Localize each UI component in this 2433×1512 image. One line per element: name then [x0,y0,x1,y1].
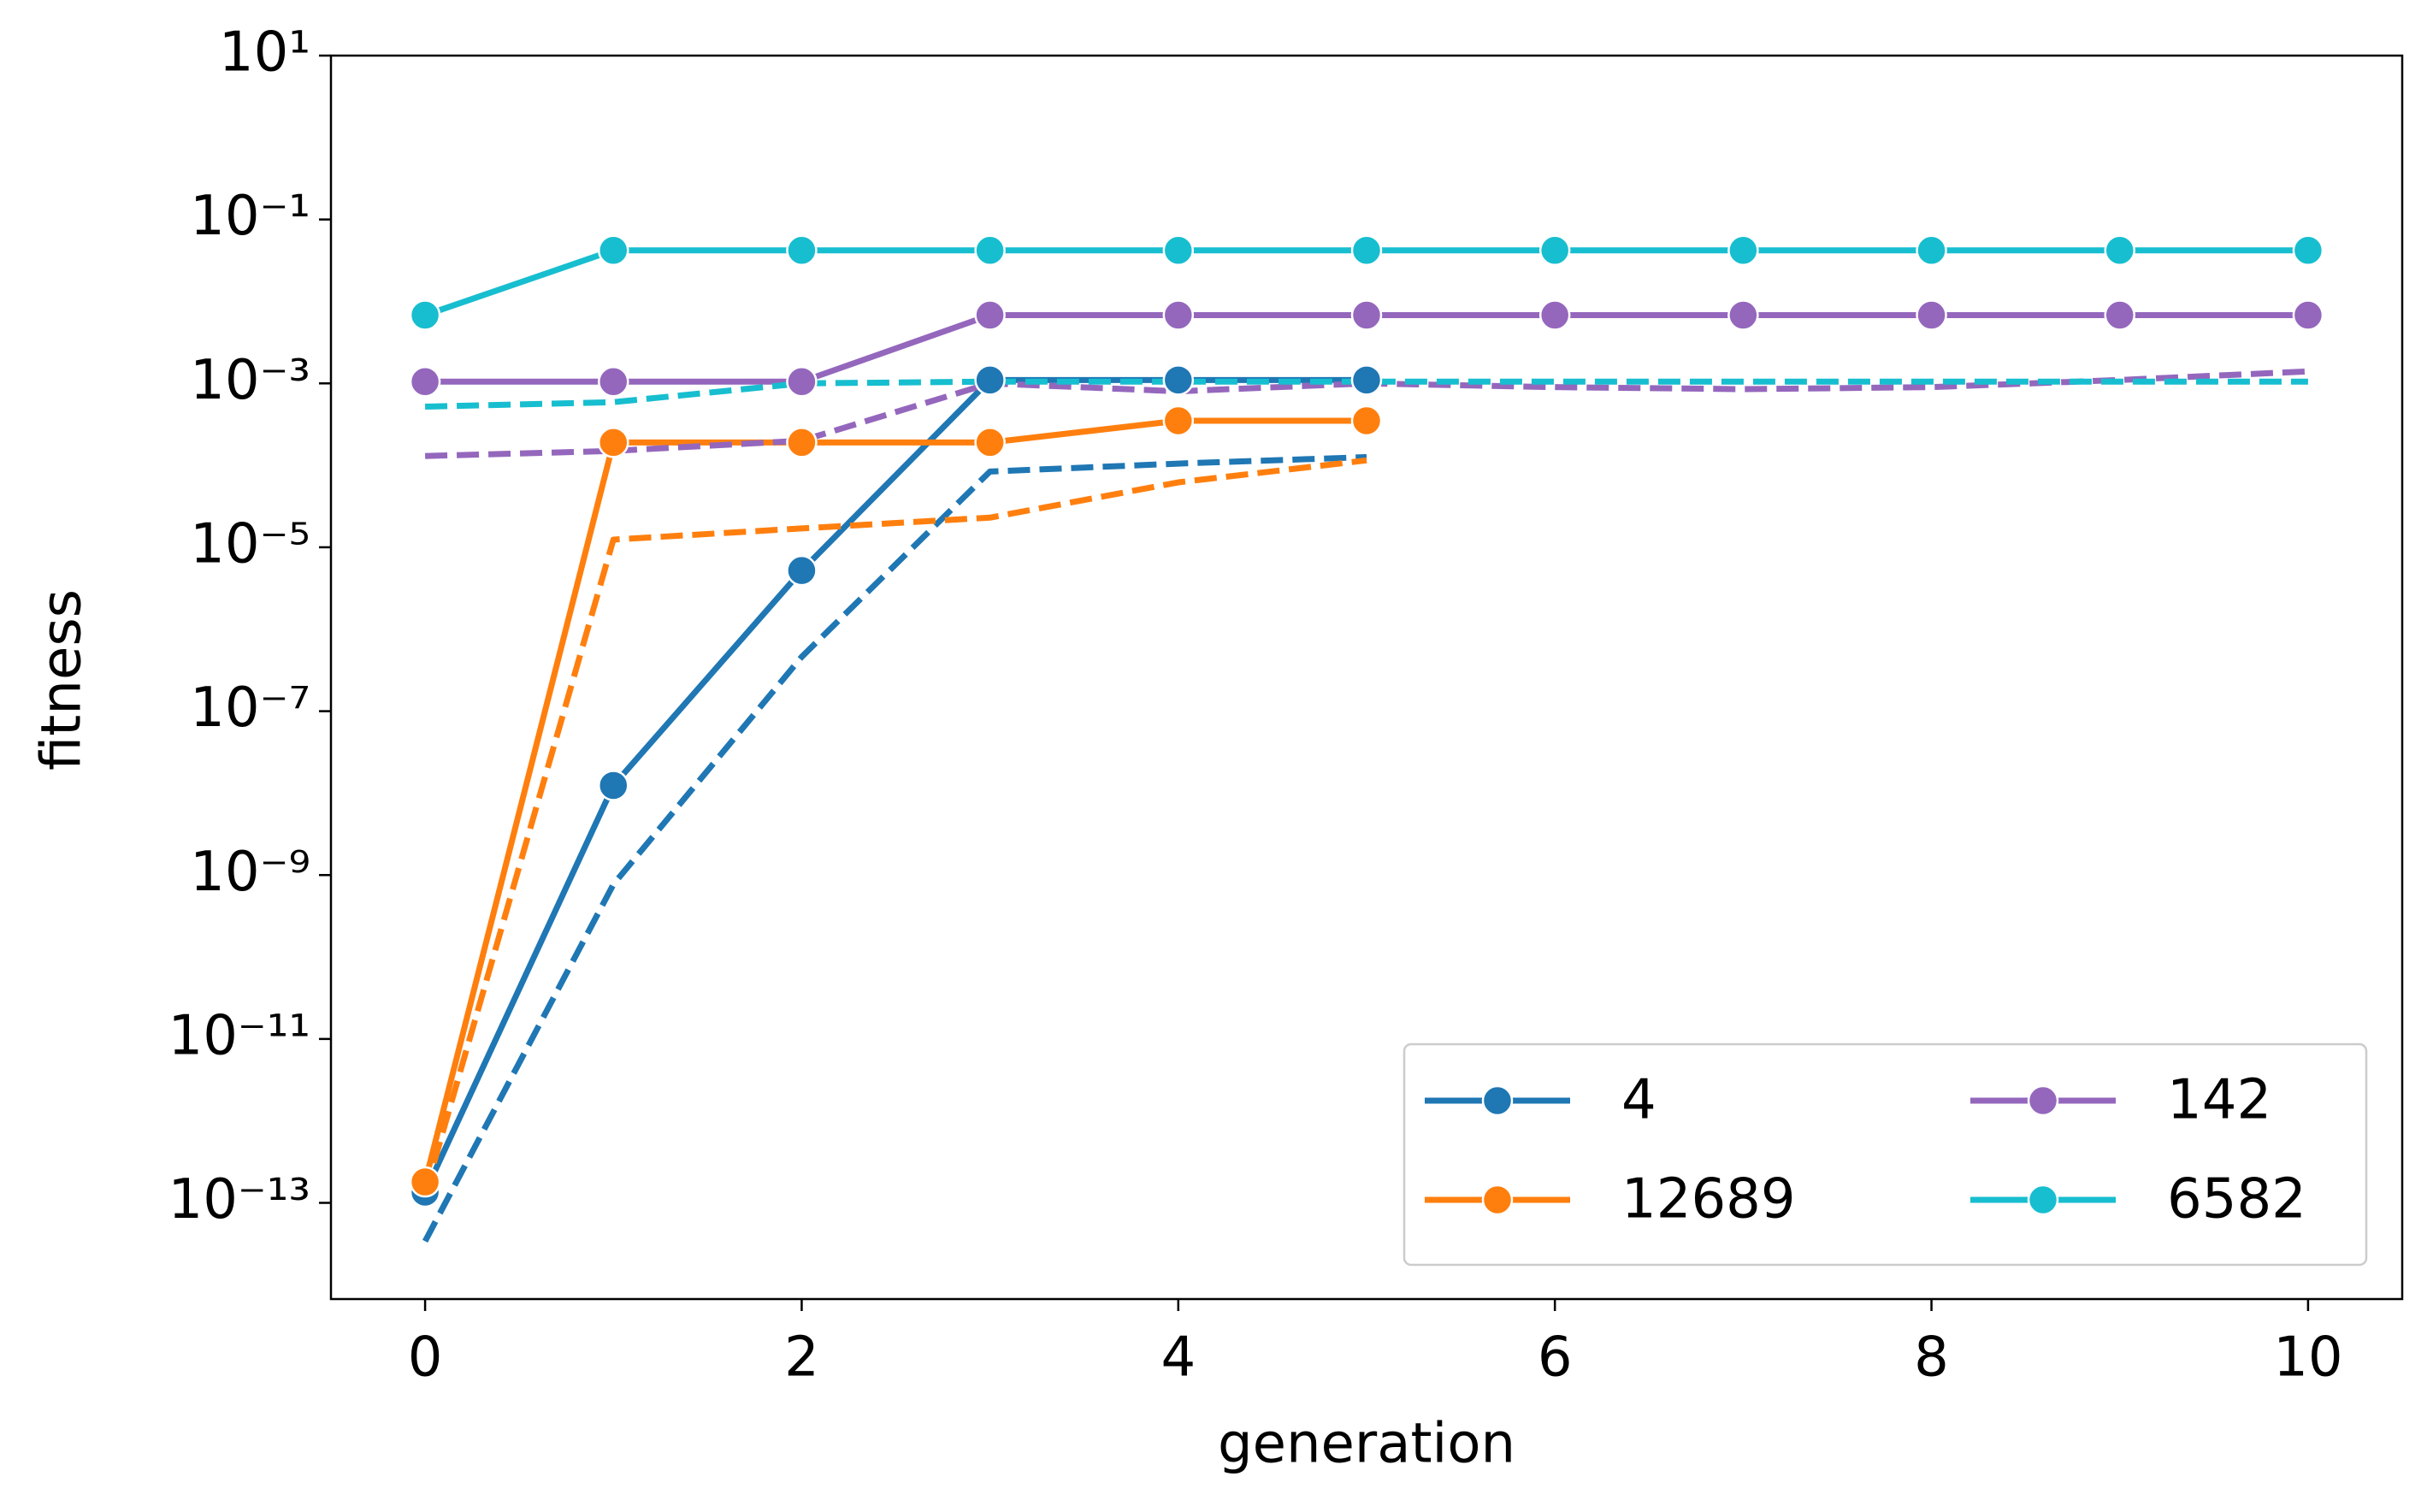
series-line [422,417,1367,1183]
data-point [409,299,441,331]
data-point [409,366,441,398]
legend-label: 4 [1621,1069,1656,1132]
data-point [1538,299,1571,331]
legend-marker [1481,1184,1514,1216]
data-point [1162,299,1195,331]
legend-marker [2027,1184,2059,1216]
data-point [1350,234,1383,266]
data-point [1162,405,1195,437]
y-tick-label: 10⁻⁷ [190,676,310,740]
legend-marker [1481,1084,1514,1117]
x-tick-label: 6 [1538,1326,1573,1390]
data-point [974,427,1006,458]
data-point [1727,299,1759,331]
data-point [1350,405,1383,437]
data-point [2104,299,2135,331]
data-point [2104,234,2135,266]
legend-box [1403,1042,2368,1267]
y-axis-label: fitness [31,589,94,771]
data-point [1538,234,1571,266]
data-point [786,234,818,266]
data-point [1162,234,1195,266]
legend-label: 142 [2167,1069,2271,1132]
data-point [598,234,629,266]
y-tick-label: 10¹ [219,21,310,85]
legend-label: 12689 [1621,1168,1796,1231]
series-line [422,453,1367,1243]
data-point [974,234,1006,266]
legend-label: 6582 [2167,1168,2306,1231]
y-tick-label: 10⁻¹ [190,185,310,248]
data-point [1350,364,1383,396]
plot-area [409,234,2324,1243]
data-point [1727,234,1759,266]
data-point [409,1166,441,1198]
legend: 4 12689 142 6582 [1403,1042,2368,1267]
series-line [422,457,1367,1195]
data-point [974,364,1006,396]
data-point [1162,364,1195,396]
data-point [598,427,629,458]
data-point [2292,234,2324,266]
data-point [1350,299,1383,331]
x-tick-label: 8 [1914,1326,1949,1390]
series-line [425,378,2308,410]
y-tick-label: 10⁻³ [190,349,310,412]
data-point [786,554,818,587]
data-point [974,299,1006,331]
data-point [1916,299,1947,331]
x-tick-label: 4 [1160,1326,1196,1390]
x-tick-label: 10 [2273,1326,2342,1390]
y-tick-label: 10⁻¹³ [168,1168,310,1231]
data-point [598,366,629,398]
x-tick-label: 0 [408,1326,443,1390]
data-point [598,770,629,801]
data-point [786,366,818,398]
series-line [422,376,1367,1194]
x-axis-label: generation [1218,1413,1515,1476]
x-tick-label: 2 [784,1326,819,1390]
data-point [786,427,818,458]
y-tick-label: 10⁻⁵ [190,513,310,576]
y-tick-label: 10⁻⁹ [190,841,310,904]
y-tick-label: 10⁻¹¹ [168,1004,310,1067]
data-point [2292,299,2324,331]
legend-marker [2027,1084,2059,1117]
data-point [1916,234,1947,266]
plot-frame [329,54,2404,1301]
